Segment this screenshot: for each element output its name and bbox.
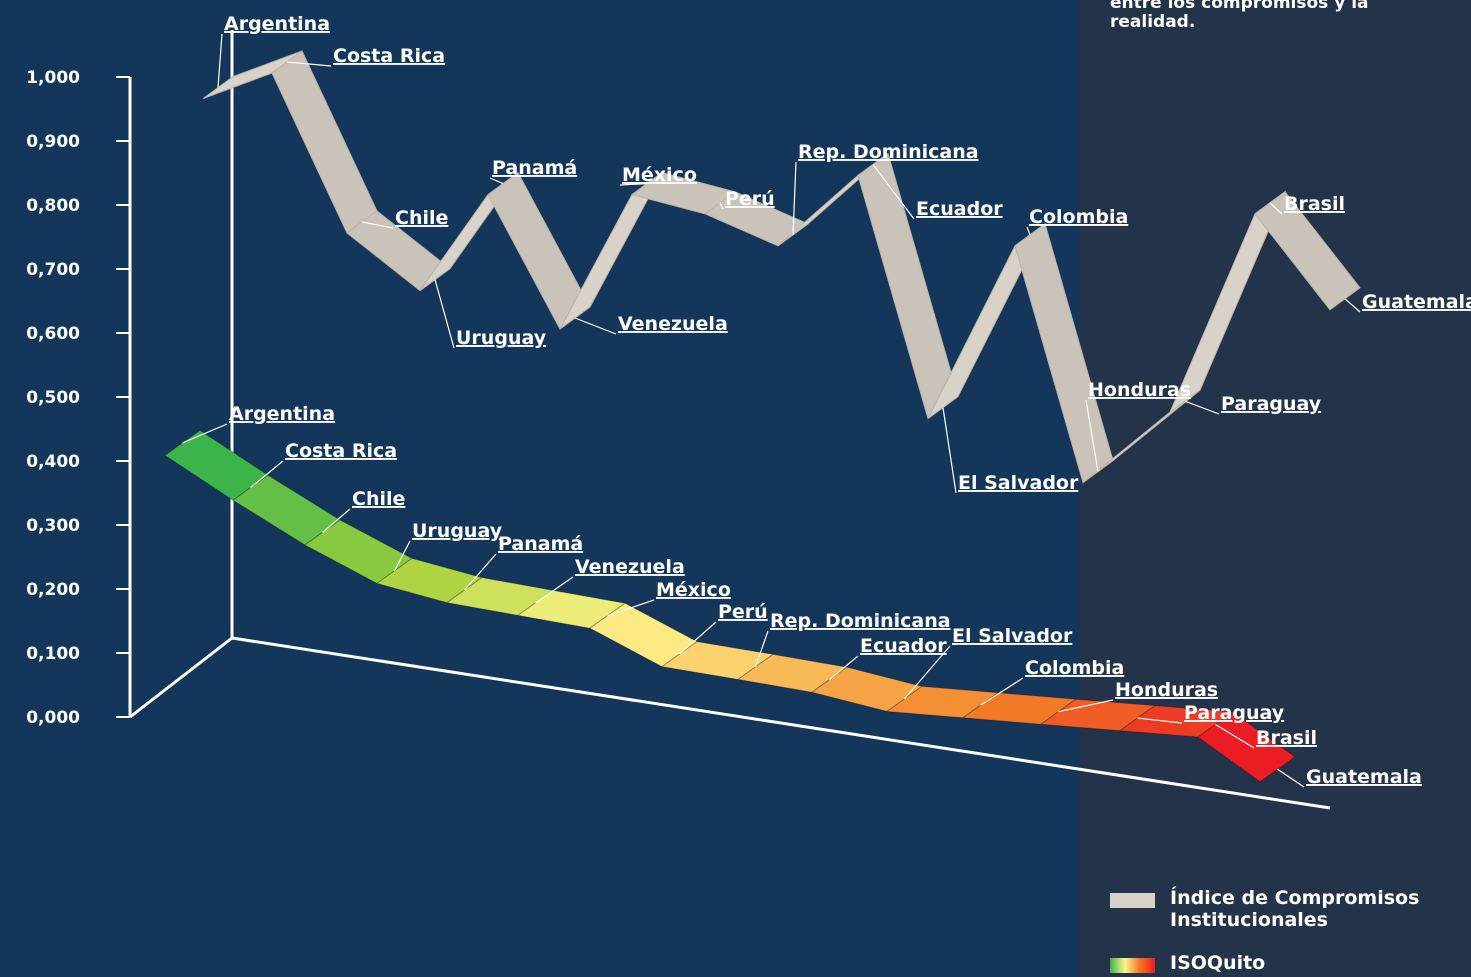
ici-label-costa-rica: Costa Rica [333,45,445,67]
ici-leader-line [719,202,724,210]
ici-segment [1254,191,1361,311]
legend-label-isoquito: ISOQuito [1170,952,1266,974]
ici-label-venezuela: Venezuela [618,313,728,335]
isoquito-leader-line [679,621,717,655]
isoquito-label-peru: Perú [718,601,768,623]
ici-label-chile: Chile [395,207,448,229]
y-ticks: 0,000 0,100 0,200 0,300 0,400 0,500 0,600 0,700… [26,68,130,728]
ici-segment [857,152,959,420]
isoquito-leader-line [535,576,574,604]
x-axis [231,636,1331,810]
legend-label-ici: Índice de Compromisos Institucionales [1170,887,1420,931]
isoquito-leader-line [754,630,769,668]
isoquito-leader-line [1277,768,1305,788]
ici-leader-line [1184,400,1220,415]
isoquito-leader-line [1137,717,1183,724]
ici-ribbon [202,50,1361,484]
y-tick-label: 0,000 [26,708,80,728]
isoquito-label-venezuela: Venezuela [575,556,685,578]
ici-label-uruguay: Uruguay [456,327,547,349]
y-tick-label: 0,800 [26,196,80,216]
ici-leader-line [1026,226,1031,236]
isoquito-label-argentina: Argentina [229,403,335,425]
isoquito-leader-line [250,460,284,489]
isoquito-label-rep-dominicana: Rep. Dominicana [770,610,951,632]
ici-leader-line [217,33,223,88]
isoquito-label-el-salvador: El Salvador [952,625,1073,647]
isoquito-label-honduras: Honduras [1115,679,1218,701]
legend-swatch-gradient [1110,958,1155,973]
ici-leader-line [489,177,504,185]
ici-leader-line [619,183,648,186]
ici-segment [271,50,378,234]
ici-segment [1014,222,1114,484]
isoquito-label-costa-rica: Costa Rica [285,440,397,462]
ici-label-ecuador: Ecuador [916,198,1003,220]
y-tick-label: 0,500 [26,388,80,408]
y-tick-label: 0,700 [26,260,80,280]
isoquito-leader-line [980,677,1024,706]
ici-leader-line [942,407,957,494]
isoquito-label-guatemala: Guatemala [1306,766,1422,788]
isoquito-ribbon [164,429,1296,783]
y-tick-label: 0,100 [26,644,80,664]
y-tick-label: 0,300 [26,516,80,536]
ici-label-peru: Perú [725,188,775,210]
isoquito-label-panama: Panamá [498,533,583,555]
ici-label-rep-dominicana: Rep. Dominicana [798,141,979,163]
ici-label-brasil: Brasil [1284,193,1345,215]
y-tick-label: 0,200 [26,580,80,600]
isoquito-leader-line [322,508,351,533]
isoquito-segment [1197,711,1296,783]
y-tick-label: 0,400 [26,452,80,472]
depth-axis [129,636,233,719]
isoquito-label-chile: Chile [352,488,405,510]
panel-note: entre los compromisos y la realidad. [1110,0,1369,32]
y-tick-label: 1,000 [26,68,80,88]
ici-label-honduras: Honduras [1088,379,1191,401]
ici-label-colombia: Colombia [1029,206,1128,228]
ici-label-argentina: Argentina [224,13,330,35]
ici-leader-line [286,61,332,67]
isoquito-label-mexico: México [656,579,731,601]
isoquito-label-colombia: Colombia [1025,657,1124,679]
ici-leader-line [361,221,394,229]
isoquito-leader-line [1058,699,1114,713]
isoquito-leader-line [464,553,497,591]
isoquito-leader-line [182,423,228,444]
ici-label-mexico: México [622,164,697,186]
ici-label-paraguay: Paraguay [1221,393,1322,415]
isoquito-leader-line [829,655,859,681]
side-panel [1079,0,1471,977]
ici-label-el-salvador: El Salvador [958,472,1079,494]
isoquito-leader-line [1215,723,1255,749]
isoquito-label-brasil: Brasil [1256,727,1317,749]
y-tick-label: 0,600 [26,324,80,344]
ici-label-guatemala: Guatemala [1362,291,1471,313]
legend-swatch-gray [1110,893,1155,908]
y-tick-label: 0,900 [26,132,80,152]
ici-leader-line [1344,298,1361,313]
isoquito-label-ecuador: Ecuador [860,635,947,657]
ici-label-panama: Panamá [492,157,577,179]
ici-leader-line [1269,202,1283,215]
isoquito-leader-line [904,645,951,700]
ici-leader-line [792,161,797,235]
isoquito-label-paraguay: Paraguay [1184,702,1285,724]
ici-leader-line [434,279,455,349]
ici-leader-line [1085,399,1099,472]
ici-leader-line [872,164,915,220]
isoquito-leader-line [393,540,411,572]
isoquito-labels: Argentina Costa Rica Chile UruguayPanamáVen… [182,403,1422,788]
ici-leader-line [574,317,617,335]
isoquito-leader-line [607,599,655,617]
isoquito-label-uruguay: Uruguay [412,520,503,542]
